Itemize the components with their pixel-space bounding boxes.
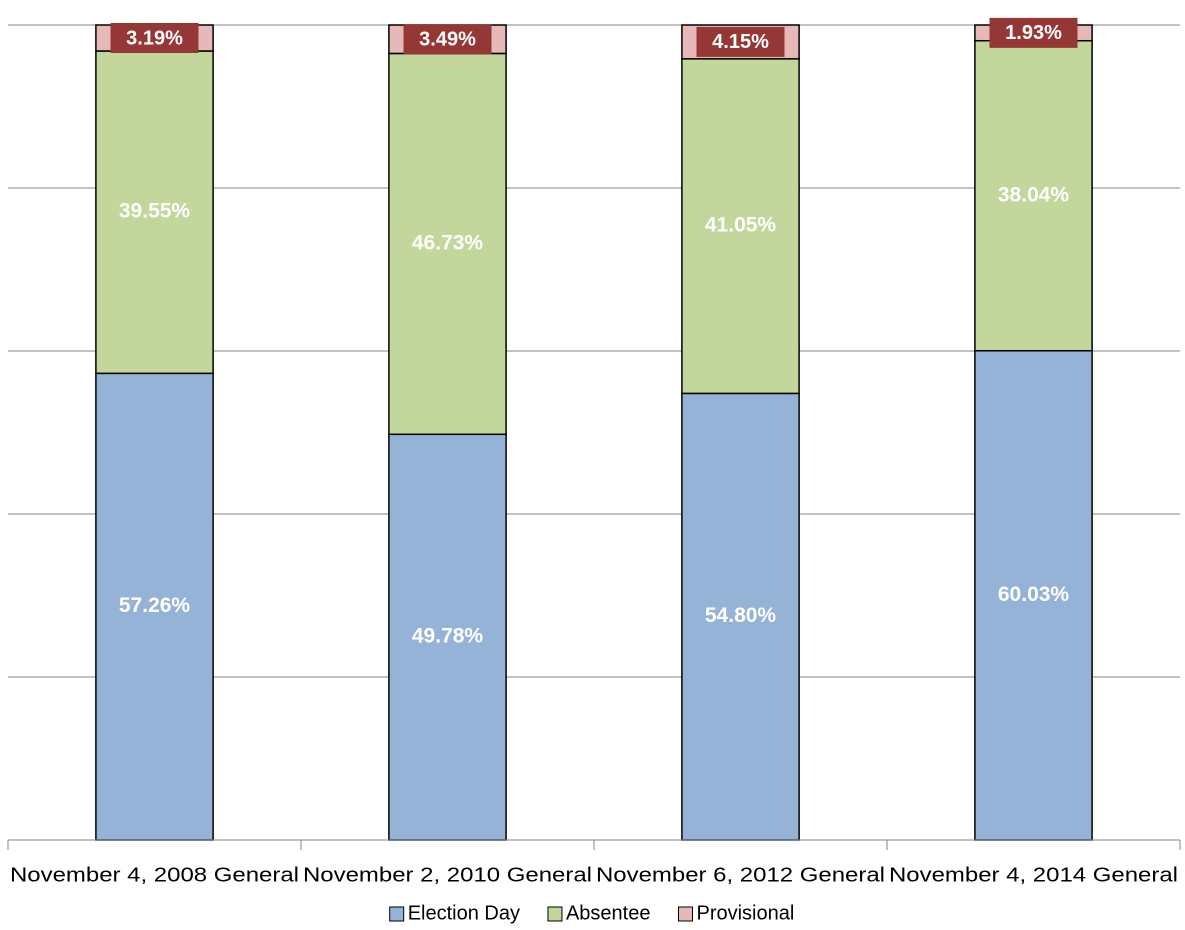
data-label: 49.78%	[412, 625, 484, 648]
legend-swatch	[677, 906, 693, 922]
bar-segment	[974, 39, 1093, 352]
data-label: 38.04%	[998, 183, 1070, 206]
data-label: 46.73%	[412, 231, 484, 254]
data-label-box	[110, 22, 199, 53]
data-label-box	[403, 24, 492, 55]
data-label: 57.26%	[119, 594, 191, 617]
bar-segment	[95, 50, 214, 375]
data-label-box	[696, 26, 785, 57]
bar-segment	[95, 372, 214, 841]
legend-label: Absentee	[566, 902, 651, 924]
data-label: 60.03%	[998, 583, 1070, 606]
x-tick-label: November 4, 2008 General	[10, 864, 299, 886]
x-tick-label: November 2, 2010 General	[303, 864, 592, 886]
data-label: 4.15%	[712, 31, 769, 53]
x-tick-label: November 4, 2014 General	[889, 864, 1178, 886]
bar-segment	[388, 52, 507, 436]
data-label: 3.19%	[126, 27, 183, 49]
legend-label: Provisional	[696, 902, 794, 924]
data-label-box	[989, 17, 1078, 48]
legend-label: Election Day	[408, 902, 520, 924]
bar-segment	[681, 58, 800, 395]
data-label: 39.55%	[119, 200, 191, 223]
legend-swatch	[389, 906, 405, 922]
bar-segment	[974, 350, 1093, 841]
data-label: 54.80%	[705, 604, 777, 627]
x-tick-label: November 6, 2012 General	[596, 864, 885, 886]
bar-segment	[388, 433, 507, 841]
legend-swatch	[547, 906, 563, 922]
data-label: 3.49%	[419, 29, 476, 51]
data-label: 41.05%	[705, 214, 777, 237]
data-label: 1.93%	[1005, 22, 1062, 44]
